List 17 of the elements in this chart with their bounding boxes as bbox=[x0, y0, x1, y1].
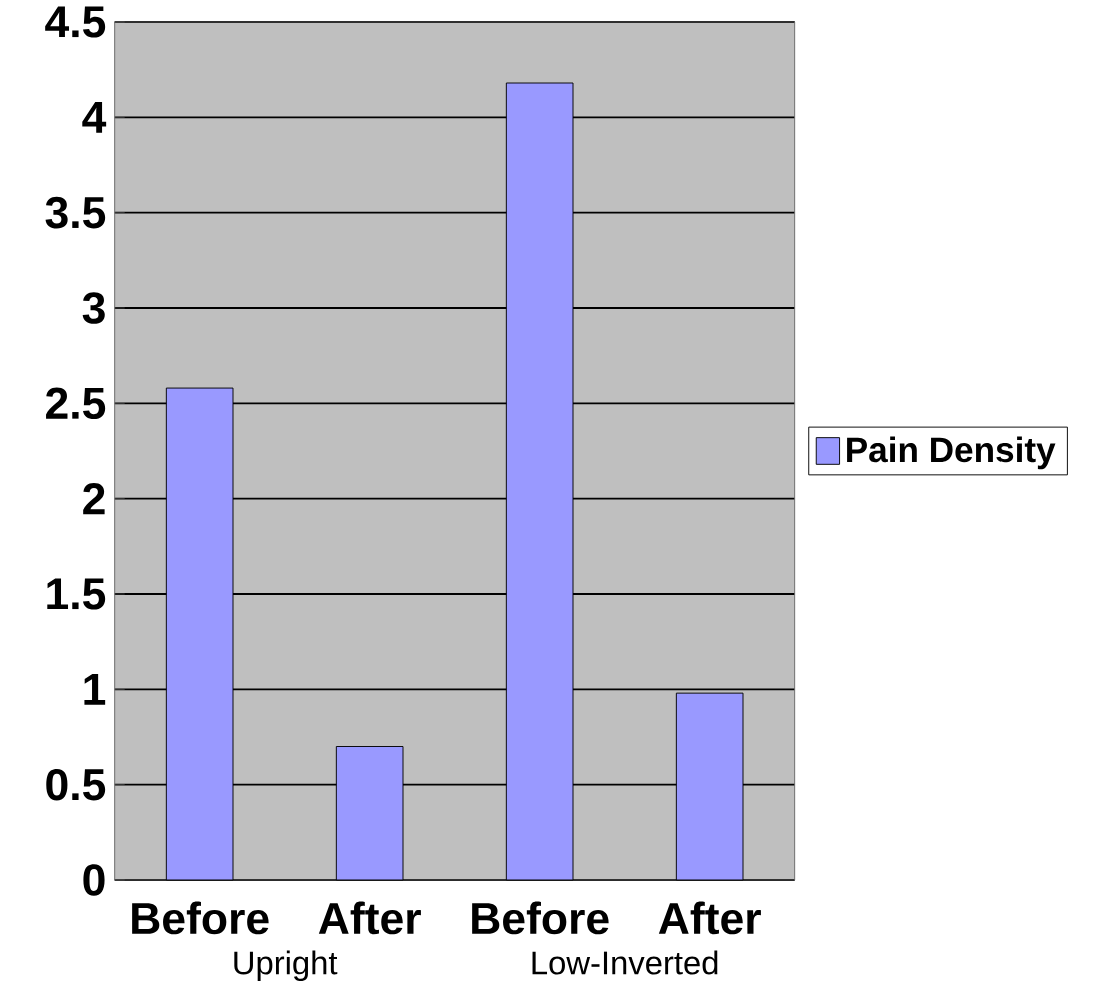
text: Upright bbox=[234, 950, 338, 982]
y-tick-label: 2 bbox=[83, 483, 105, 515]
x-tick-label: Before bbox=[132, 901, 269, 935]
y-tick-label: 2.5 bbox=[46, 387, 106, 420]
y-tick-label: 0 bbox=[83, 864, 105, 896]
y-tick-label: 4.5 bbox=[45, 6, 106, 38]
y-tick-label: 3 bbox=[82, 292, 105, 324]
y-tick-label: 3.5 bbox=[45, 196, 106, 229]
y-tick-label: 0.5 bbox=[46, 768, 106, 801]
x-tick-label: After bbox=[658, 901, 761, 935]
legend-label: Pain Density bbox=[847, 436, 1056, 470]
y-tick-label: 4 bbox=[82, 102, 107, 133]
x-tick-label: Before bbox=[472, 901, 609, 935]
y-tick-label: 1.5 bbox=[47, 578, 106, 610]
x-tick-label: After bbox=[318, 901, 421, 935]
y-tick-label: 1 bbox=[84, 674, 106, 705]
text: Low-Inverted bbox=[532, 950, 718, 975]
